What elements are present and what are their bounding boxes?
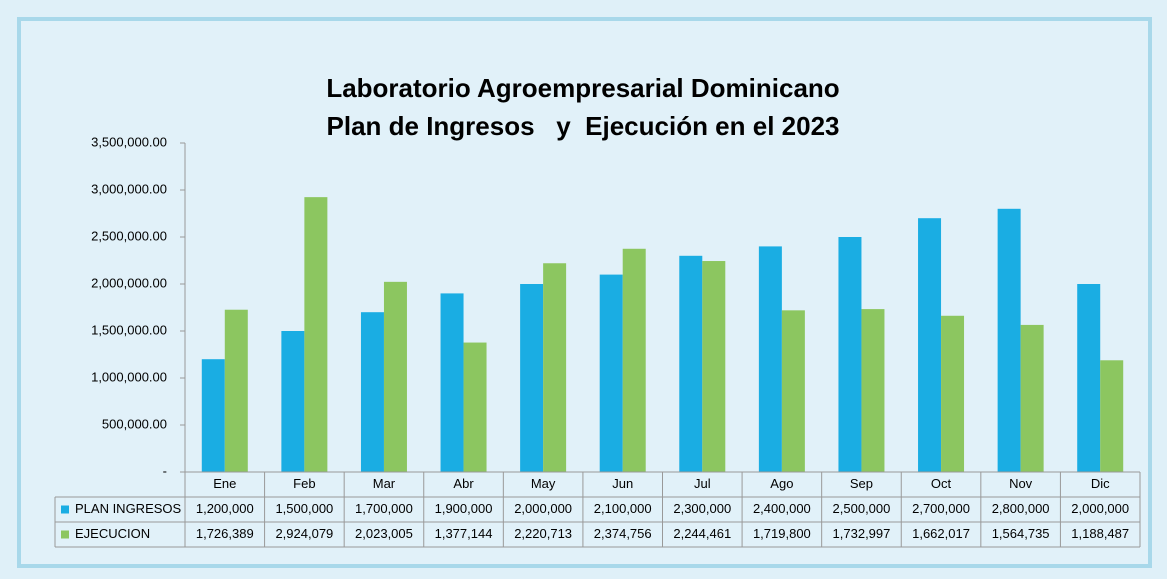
legend-swatch xyxy=(61,530,69,539)
table-value: 1,200,000 xyxy=(196,501,254,516)
chart-panel xyxy=(17,17,1152,568)
table-value: 1,188,487 xyxy=(1071,526,1129,541)
y-tick-label: 1,500,000.00 xyxy=(91,322,167,337)
x-tick-label: Mar xyxy=(373,476,396,491)
table-value: 2,700,000 xyxy=(912,501,970,516)
table-value: 2,800,000 xyxy=(992,501,1050,516)
y-tick-label: 2,000,000.00 xyxy=(91,275,167,290)
table-value: 1,732,997 xyxy=(833,526,891,541)
table-value: 2,244,461 xyxy=(673,526,731,541)
bar xyxy=(941,315,965,472)
bar xyxy=(758,246,782,472)
table-value: 1,564,735 xyxy=(992,526,1050,541)
x-tick-label: Jul xyxy=(694,476,711,491)
bar xyxy=(599,274,623,472)
bar xyxy=(1020,324,1044,472)
table-value: 1,500,000 xyxy=(275,501,333,516)
x-tick-label: Ago xyxy=(770,476,793,491)
y-tick-label: - xyxy=(163,463,167,478)
y-tick-label: 1,000,000.00 xyxy=(91,369,167,384)
chart-subtitle: Plan de Ingresos y Ejecución en el 2023 xyxy=(327,111,840,141)
x-tick-label: Ene xyxy=(213,476,236,491)
bar xyxy=(1077,284,1101,472)
legend-label: PLAN INGRESOS xyxy=(75,501,182,516)
bar xyxy=(838,237,862,472)
bar xyxy=(281,331,305,472)
bar xyxy=(861,309,885,472)
table-value: 1,700,000 xyxy=(355,501,413,516)
table-value: 2,023,005 xyxy=(355,526,413,541)
legend-swatch xyxy=(61,505,69,514)
bar xyxy=(622,248,646,472)
table-value: 2,100,000 xyxy=(594,501,652,516)
chart-title: Laboratorio Agroempresarial Dominicano xyxy=(326,73,839,103)
table-value: 1,726,389 xyxy=(196,526,254,541)
table-value: 2,374,756 xyxy=(594,526,652,541)
x-tick-label: Jun xyxy=(612,476,633,491)
y-tick-label: 3,000,000.00 xyxy=(91,181,167,196)
bar xyxy=(520,284,544,472)
bar xyxy=(1100,360,1124,472)
bar xyxy=(304,197,328,472)
table-value: 1,900,000 xyxy=(435,501,493,516)
x-tick-label: Abr xyxy=(453,476,474,491)
table-value: 2,000,000 xyxy=(514,501,572,516)
bar xyxy=(997,208,1021,473)
x-tick-label: Feb xyxy=(293,476,315,491)
bar xyxy=(702,261,726,472)
table-value: 2,500,000 xyxy=(833,501,891,516)
table-value: 1,662,017 xyxy=(912,526,970,541)
bar xyxy=(463,342,487,472)
bar xyxy=(201,359,225,472)
x-tick-label: Dic xyxy=(1091,476,1110,491)
x-tick-label: Nov xyxy=(1009,476,1033,491)
table-value: 2,000,000 xyxy=(1071,501,1129,516)
bar xyxy=(918,218,942,472)
bar xyxy=(543,263,567,472)
bar xyxy=(679,255,703,472)
table-value: 2,220,713 xyxy=(514,526,572,541)
y-tick-label: 500,000.00 xyxy=(102,416,167,431)
bar xyxy=(383,281,407,472)
table-value: 2,400,000 xyxy=(753,501,811,516)
table-value: 2,300,000 xyxy=(673,501,731,516)
bar xyxy=(440,293,464,472)
bar xyxy=(781,310,805,472)
legend-label: EJECUCION xyxy=(75,526,150,541)
table-value: 2,924,079 xyxy=(275,526,333,541)
table-value: 1,377,144 xyxy=(435,526,493,541)
x-tick-label: Oct xyxy=(931,476,952,491)
y-tick-label: 2,500,000.00 xyxy=(91,228,167,243)
y-tick-label: 3,500,000.00 xyxy=(91,134,167,149)
bar xyxy=(224,309,248,472)
table-value: 1,719,800 xyxy=(753,526,811,541)
x-tick-label: May xyxy=(531,476,556,491)
bar xyxy=(360,312,384,472)
x-tick-label: Sep xyxy=(850,476,873,491)
